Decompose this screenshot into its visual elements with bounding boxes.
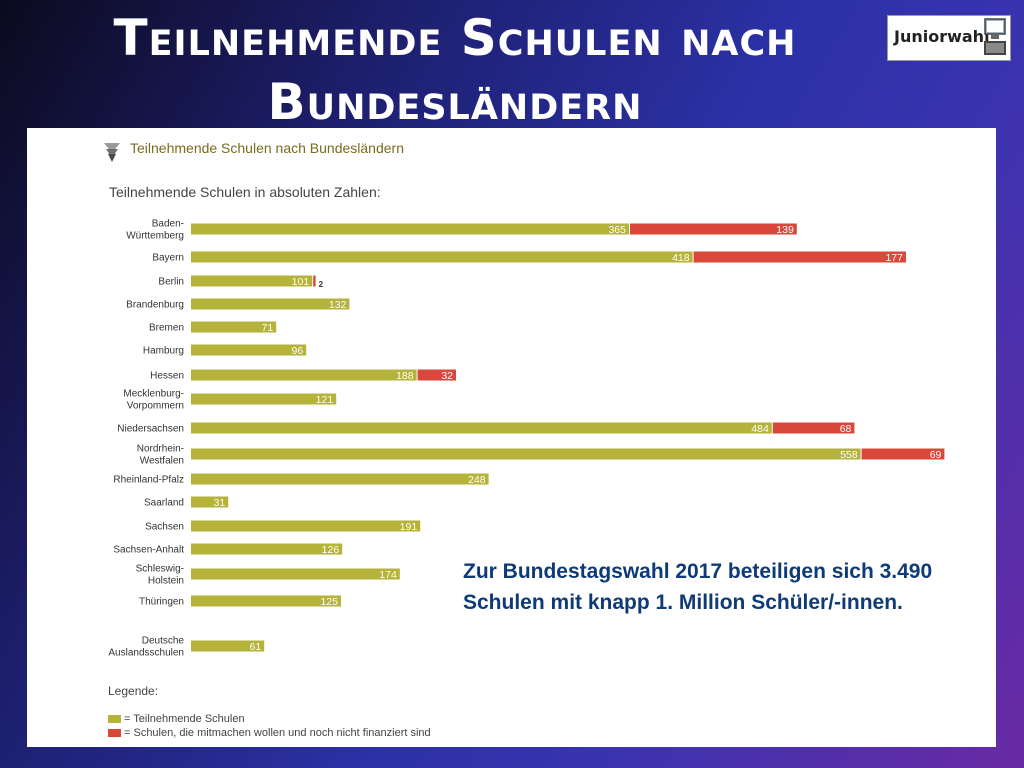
category-label-nordrhein-westfalen: Nordrhein- xyxy=(137,444,184,455)
data-label-participating-brandenburg: 132 xyxy=(329,299,347,311)
bar-participating-nordrhein-westfalen xyxy=(191,448,861,460)
bar-unfunded-berlin xyxy=(313,275,316,287)
legend-item-unfunded: = Schulen, die mitmachen wollen und noch… xyxy=(108,727,431,739)
data-label-participating-deutscheauslandsschulen: 61 xyxy=(250,641,262,653)
bar-participating-sachsen xyxy=(191,520,421,532)
data-label-participating-sachsen-anhalt: 126 xyxy=(322,544,340,556)
bar-unfunded-niedersachsen xyxy=(772,422,855,434)
category-label-schleswig-holstein: Schleswig- xyxy=(136,564,184,575)
category-label-rheinland-pfalz: Rheinland-Pfalz xyxy=(113,475,184,486)
data-label-unfunded-niedersachsen: 68 xyxy=(840,423,852,435)
slide-title: Teilnehmende Schulen nach Bundesländern xyxy=(0,6,910,134)
bar-participating-deutscheauslandsschulen xyxy=(191,640,265,652)
legend-label: = Schulen, die mitmachen wollen und noch… xyxy=(124,727,431,739)
data-label-unfunded-bayern: 177 xyxy=(885,252,903,264)
data-label-participating-schleswig-holstein: 174 xyxy=(379,569,397,581)
slide-title-line-1: Teilnehmende Schulen nach xyxy=(113,9,797,67)
bar-participating-bayern xyxy=(191,251,693,263)
category-label-sachsen-anhalt: Sachsen-Anhalt xyxy=(113,545,184,556)
bar-participating-berlin xyxy=(191,275,313,287)
triangle-stack-icon xyxy=(104,143,120,162)
category-label-schleswig-holstein: Holstein xyxy=(148,576,184,587)
category-label-bremen: Bremen xyxy=(149,323,184,334)
legend-swatch-yellow xyxy=(108,715,121,724)
category-label-hamburg: Hamburg xyxy=(143,346,184,357)
category-label-baden-württemberg: Württemberg xyxy=(126,231,184,242)
category-label-mecklenburg-vorpommern: Mecklenburg- xyxy=(123,389,184,400)
bar-participating-schleswig-holstein xyxy=(191,568,400,580)
data-label-participating-hessen: 188 xyxy=(396,370,414,382)
legend-label: = Teilnehmende Schulen xyxy=(124,713,245,725)
bar-unfunded-hessen xyxy=(417,369,456,381)
bar-participating-sachsen-anhalt xyxy=(191,543,343,555)
data-label-participating-thüringen: 125 xyxy=(320,596,338,608)
legend-swatch-red xyxy=(108,729,121,738)
category-label-berlin: Berlin xyxy=(158,277,184,288)
chart-subheading: Teilnehmende Schulen in absoluten Zahlen… xyxy=(109,184,381,200)
category-label-niedersachsen: Niedersachsen xyxy=(117,424,184,435)
legend-title: Legende: xyxy=(108,684,159,698)
bar-participating-hamburg xyxy=(191,344,307,356)
bar-participating-rheinland-pfalz xyxy=(191,473,489,485)
bar-participating-mecklenburg-vorpommern xyxy=(191,393,337,405)
data-label-participating-hamburg: 96 xyxy=(292,345,304,357)
juniorwahl-logo: Juniorwahl xyxy=(887,15,1011,61)
data-label-participating-rheinland-pfalz: 248 xyxy=(468,474,486,486)
bar-participating-bremen xyxy=(191,321,277,333)
data-label-participating-bayern: 418 xyxy=(672,252,690,264)
computer-screen-icon xyxy=(984,18,1006,55)
category-label-saarland: Saarland xyxy=(144,498,184,509)
panel-heading: Teilnehmende Schulen nach Bundesländern xyxy=(130,140,404,156)
data-label-participating-saarland: 31 xyxy=(214,497,226,509)
summary-note: Zur Bundestagswahl 2017 beteiligen sich … xyxy=(463,560,933,614)
bar-participating-baden-württemberg xyxy=(191,223,629,235)
data-label-unfunded-hessen: 32 xyxy=(441,370,453,382)
slide-title-line-2: Bundesländern xyxy=(267,73,643,131)
data-label-unfunded-nordrhein-westfalen: 69 xyxy=(930,449,942,461)
data-label-participating-sachsen: 191 xyxy=(400,521,418,533)
category-label-brandenburg: Brandenburg xyxy=(126,300,184,311)
category-label-thüringen: Thüringen xyxy=(139,597,184,608)
category-label-mecklenburg-vorpommern: Vorpommern xyxy=(127,401,184,412)
category-label-bayern: Bayern xyxy=(152,253,184,264)
bar-unfunded-nordrhein-westfalen xyxy=(861,448,945,460)
data-label-unfunded-berlin: 2 xyxy=(319,280,324,289)
bar-participating-thüringen xyxy=(191,595,341,607)
category-label-nordrhein-westfalen: Westfalen xyxy=(140,456,184,467)
logo-text: Juniorwahl xyxy=(894,27,990,46)
bar-participating-niedersachsen xyxy=(191,422,772,434)
data-label-participating-mecklenburg-vorpommern: 121 xyxy=(316,394,334,406)
data-label-participating-niedersachsen: 484 xyxy=(751,423,769,435)
bar-unfunded-baden-württemberg xyxy=(630,223,797,235)
data-label-participating-baden-württemberg: 365 xyxy=(608,224,626,236)
data-label-participating-bremen: 71 xyxy=(262,322,274,334)
category-label-hessen: Hessen xyxy=(150,371,184,382)
data-label-unfunded-baden-württemberg: 139 xyxy=(776,224,794,236)
data-label-participating-nordrhein-westfalen: 558 xyxy=(840,449,858,461)
bar-participating-brandenburg xyxy=(191,298,350,310)
bar-unfunded-bayern xyxy=(693,251,906,263)
legend-item-participating: = Teilnehmende Schulen xyxy=(108,713,245,725)
bar-participating-saarland xyxy=(191,496,229,508)
data-label-participating-berlin: 101 xyxy=(292,276,310,288)
category-label-sachsen: Sachsen xyxy=(145,522,184,533)
category-label-deutscheauslandsschulen: Deutsche xyxy=(142,636,185,647)
bar-participating-hessen xyxy=(191,369,417,381)
category-label-baden-württemberg: Baden- xyxy=(152,219,184,230)
category-label-deutscheauslandsschulen: Auslandsschulen xyxy=(108,648,184,659)
